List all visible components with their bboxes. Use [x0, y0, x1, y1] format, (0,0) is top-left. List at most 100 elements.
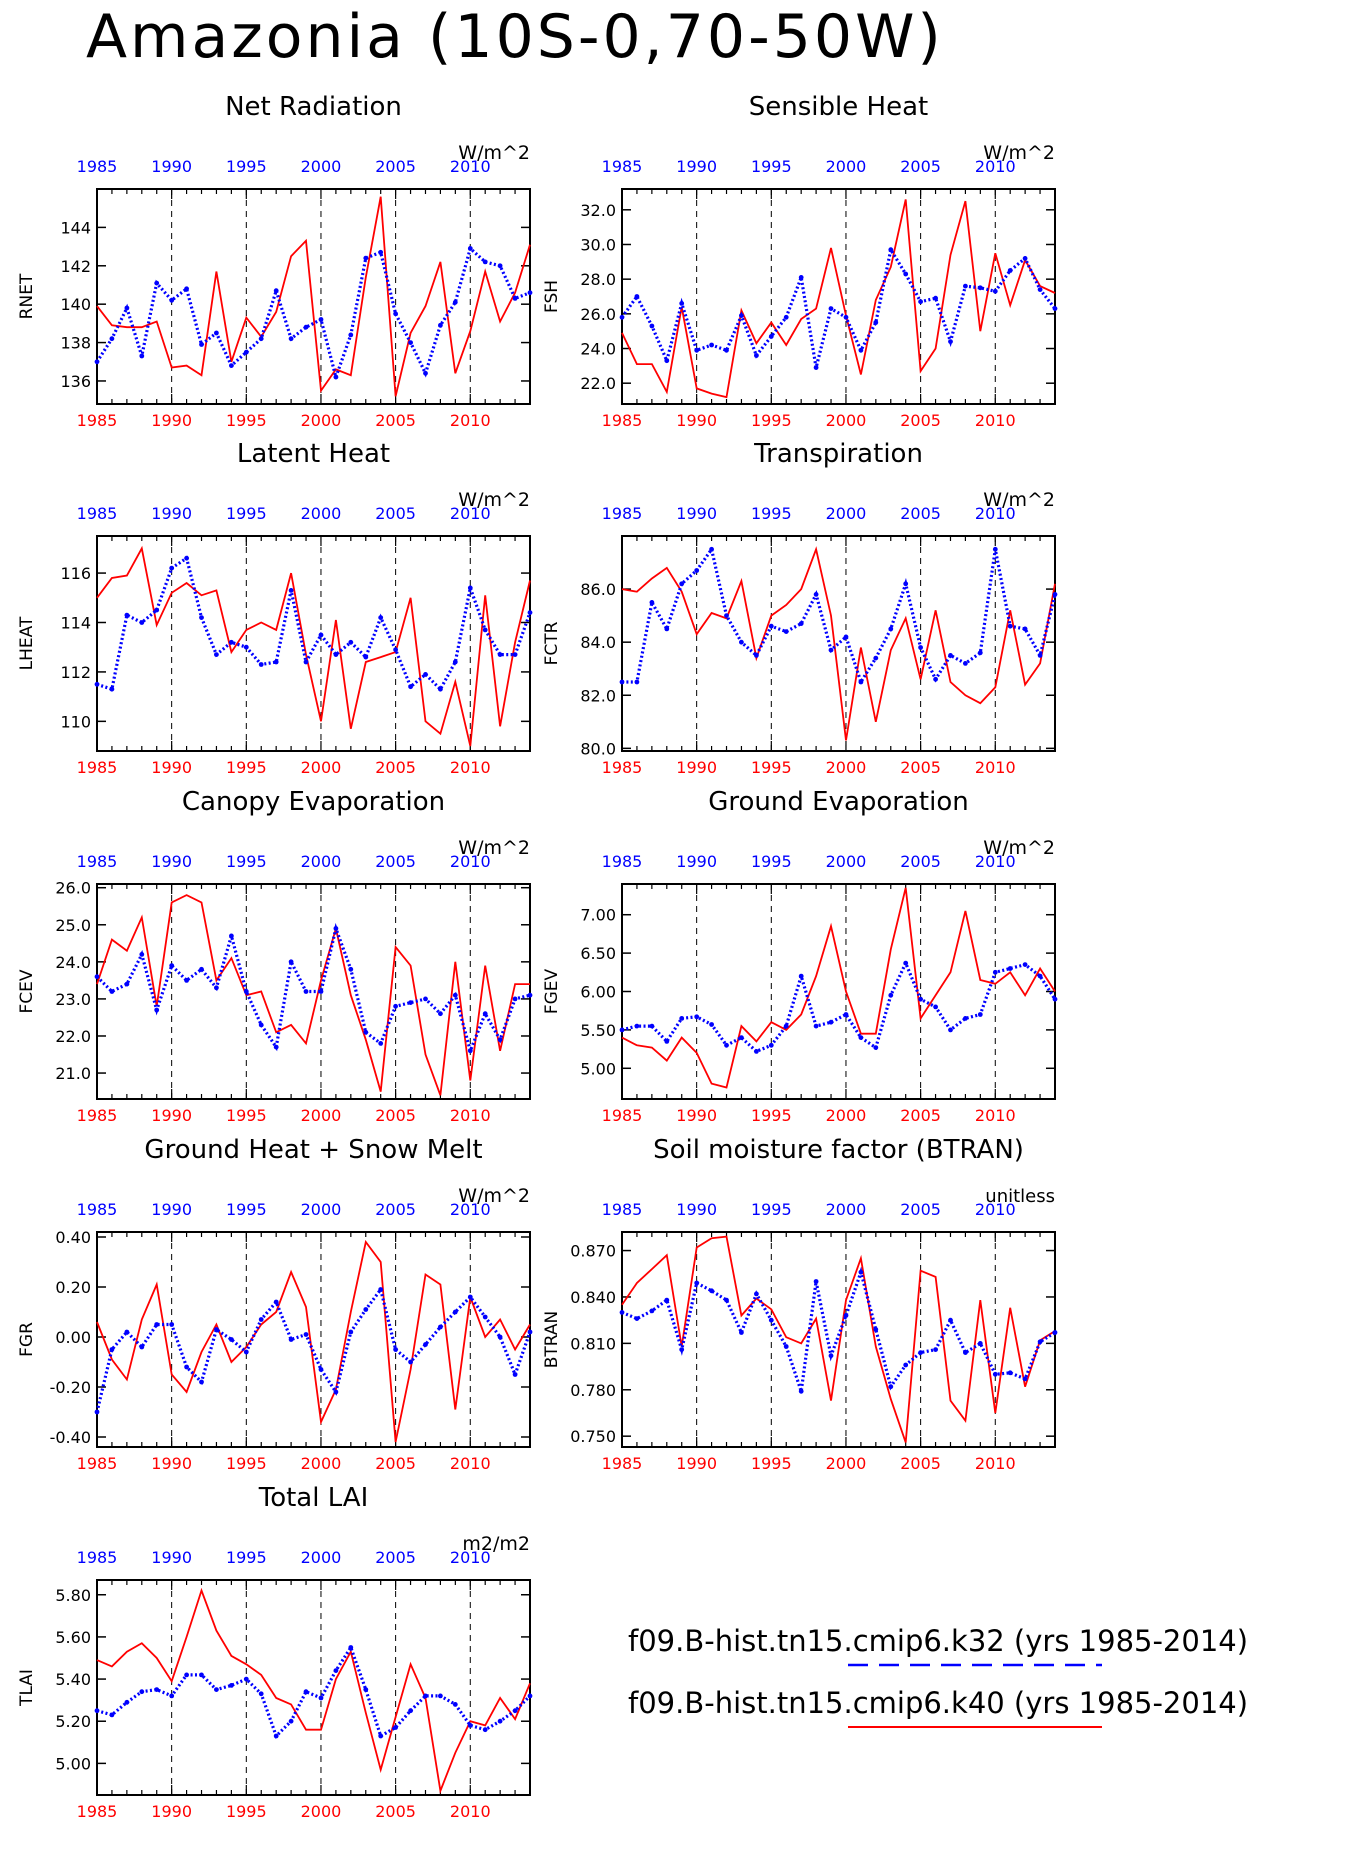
- panel-title: Canopy Evaporation: [182, 787, 445, 817]
- series-point-k32: [724, 613, 729, 618]
- series-point-k32: [154, 280, 160, 286]
- series-point-k32: [709, 1288, 714, 1294]
- series-point-k32: [828, 1019, 834, 1025]
- series-point-k32: [724, 347, 729, 353]
- y-tick-label: 138: [60, 334, 91, 353]
- y-tick-label: 23.0: [55, 990, 91, 1009]
- x-tick-label-bottom: 1985: [602, 1106, 643, 1125]
- x-tick-label-top: 1985: [602, 1200, 643, 1219]
- x-tick-label-bottom: 1985: [602, 758, 643, 777]
- x-tick-label-top: 2010: [975, 852, 1016, 871]
- series-point-k32: [423, 1342, 428, 1347]
- series-point-k32: [664, 1297, 670, 1303]
- y-tick-label: 5.00: [55, 1754, 91, 1773]
- x-tick-label-top: 2005: [375, 1548, 416, 1567]
- series-point-k32: [109, 686, 115, 692]
- y-tick-label: 5.60: [55, 1628, 91, 1647]
- series-point-k32: [124, 1329, 130, 1335]
- series-point-k32: [828, 1353, 834, 1359]
- series-point-k32: [229, 933, 234, 939]
- series-point-k32: [482, 1011, 488, 1017]
- series-point-k32: [467, 585, 473, 591]
- series-point-k32: [918, 996, 923, 1002]
- x-tick-label-top: 1995: [751, 504, 792, 523]
- x-tick-label-top: 2010: [450, 1548, 491, 1567]
- series-point-k32: [512, 996, 518, 1002]
- series-point-k32: [1037, 973, 1043, 979]
- y-tick-label: 0.870: [570, 1242, 616, 1261]
- series-point-k32: [438, 322, 443, 328]
- y-axis-label: TLAI: [17, 1669, 37, 1707]
- series-point-k32: [199, 1379, 204, 1385]
- y-tick-label: 114: [60, 613, 91, 632]
- x-tick-label-bottom: 2005: [375, 411, 416, 430]
- plot-frame: [96, 188, 531, 405]
- series-point-k32: [243, 1676, 249, 1682]
- series-point-k32: [184, 555, 190, 561]
- series-point-k32: [768, 1042, 774, 1048]
- series-point-k32: [124, 981, 130, 987]
- x-tick-label-top: 2005: [375, 852, 416, 871]
- x-tick-label-bottom: 2010: [975, 411, 1016, 430]
- series-point-k32: [184, 1364, 190, 1370]
- series-line-k40: [96, 1587, 531, 1795]
- series-line-k32: [95, 1285, 532, 1413]
- y-axis-label: FGR: [17, 1322, 37, 1357]
- panel-fctr: Transpiration W/m^2 80.0 82.0 84.0 86.0 1985 19…: [542, 439, 1058, 777]
- series-point-k32: [438, 1324, 443, 1330]
- series-point-k32: [408, 1359, 413, 1365]
- y-axis-label: RNET: [17, 273, 37, 319]
- series-point-k32: [798, 973, 804, 979]
- series-point-k32: [783, 629, 789, 634]
- y-tick-label: 84.0: [580, 633, 616, 652]
- series-point-k32: [679, 581, 685, 587]
- series-point-k32: [482, 1727, 488, 1733]
- series-point-k32: [933, 1347, 938, 1352]
- series-point-k32: [888, 247, 894, 253]
- panel-tlai: Total LAI m2/m2 5.00 5.20 5.40 5.60 5.80 1985 19…: [17, 1483, 533, 1821]
- y-tick-label: 140: [60, 295, 91, 314]
- panel-title: Latent Heat: [237, 439, 390, 469]
- x-tick-label-top: 2000: [826, 504, 867, 523]
- series-point-k32: [858, 347, 864, 353]
- series-point-k32: [333, 652, 339, 657]
- series-line-k40: [621, 199, 1056, 399]
- series-point-k32: [348, 966, 354, 972]
- series-point-k32: [664, 626, 670, 632]
- y-axis-label: FSH: [542, 280, 562, 313]
- series-point-k32: [933, 295, 938, 301]
- y-tick-label: 0.780: [570, 1381, 616, 1400]
- series-point-k32: [243, 989, 249, 994]
- y-tick-label: 80.0: [580, 739, 616, 758]
- series-point-k32: [754, 1291, 759, 1297]
- series-point-k32: [169, 1322, 175, 1327]
- x-tick-label-bottom: 1990: [151, 1802, 192, 1821]
- x-tick-label-bottom: 2010: [450, 1802, 491, 1821]
- x-tick-label-top: 2010: [450, 157, 491, 176]
- y-tick-label: 0.750: [570, 1427, 616, 1446]
- x-tick-label-top: 2010: [450, 852, 491, 871]
- series-point-k32: [214, 330, 219, 336]
- series-point-k32: [977, 650, 983, 656]
- y-tick-label: 136: [60, 372, 91, 391]
- x-tick-label-bottom: 2000: [301, 1106, 342, 1125]
- panel-title: Ground Evaporation: [708, 787, 968, 817]
- x-tick-label-top: 2010: [975, 504, 1016, 523]
- series-point-k32: [243, 1349, 249, 1355]
- x-tick-label-top: 2000: [826, 852, 867, 871]
- series-point-k32: [858, 1269, 864, 1275]
- series-point-k32: [858, 1035, 864, 1040]
- x-tick-label-bottom: 2000: [301, 1802, 342, 1821]
- series-point-k32: [963, 661, 968, 666]
- series-point-k32: [273, 288, 279, 294]
- series-point-k32: [348, 1329, 354, 1335]
- series-point-k32: [363, 255, 369, 261]
- y-tick-label: 24.0: [580, 340, 616, 359]
- series-point-k32: [124, 612, 130, 618]
- x-tick-label-bottom: 1990: [151, 411, 192, 430]
- series-point-k32: [709, 546, 714, 552]
- plot-frame: [621, 883, 1056, 1100]
- series-point-k32: [694, 568, 700, 573]
- series-point-k32: [1037, 1339, 1043, 1345]
- series-point-k32: [754, 1049, 759, 1054]
